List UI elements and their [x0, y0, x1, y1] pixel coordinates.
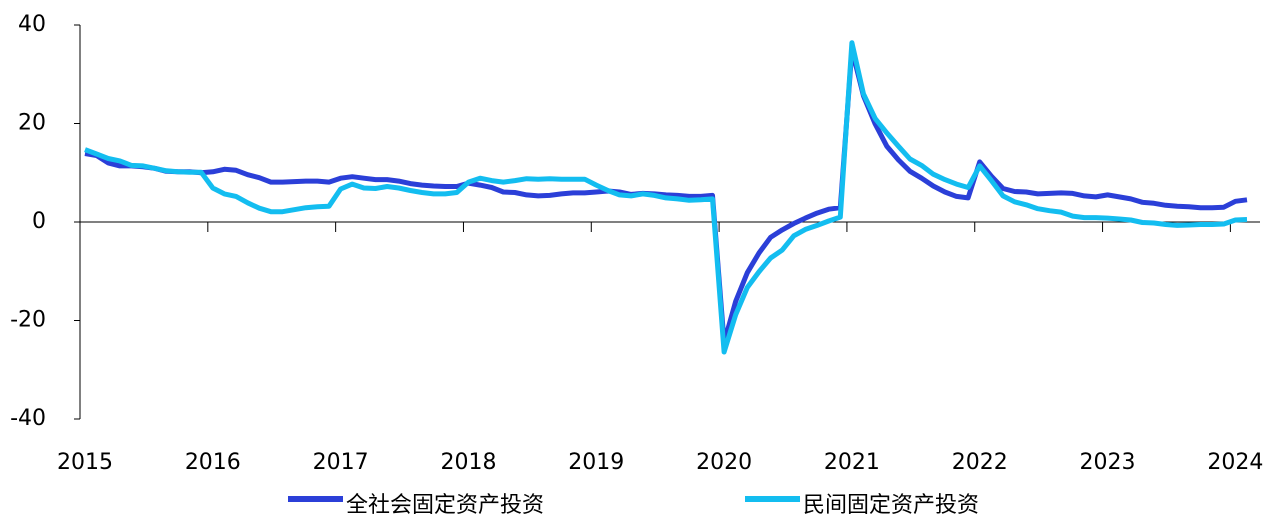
x-tick-label: 2023 [1080, 450, 1136, 475]
x-tick-label: 2022 [952, 450, 1008, 475]
y-tick-label: -20 [10, 308, 46, 333]
y-tick-label: 40 [18, 12, 46, 37]
x-tick-label: 2017 [313, 450, 369, 475]
x-tick-label: 2020 [696, 450, 752, 475]
y-tick-label: -40 [10, 406, 46, 431]
y-tick-label: 20 [18, 111, 46, 136]
x-tick-label: 2016 [185, 450, 241, 475]
line-series [84, 40, 1248, 355]
y-tick-label: 0 [32, 209, 46, 234]
x-tick-label: 2021 [824, 450, 880, 475]
x-tick-label: 2024 [1207, 450, 1263, 475]
line-series [84, 47, 1248, 346]
x-tick-label: 2019 [568, 450, 624, 475]
x-tick-label: 2018 [440, 450, 496, 475]
legend-label: 全社会固定资产投资 [346, 493, 544, 515]
legend-label: 民间固定资产投资 [803, 493, 979, 515]
x-tick-label: 2015 [57, 450, 113, 475]
